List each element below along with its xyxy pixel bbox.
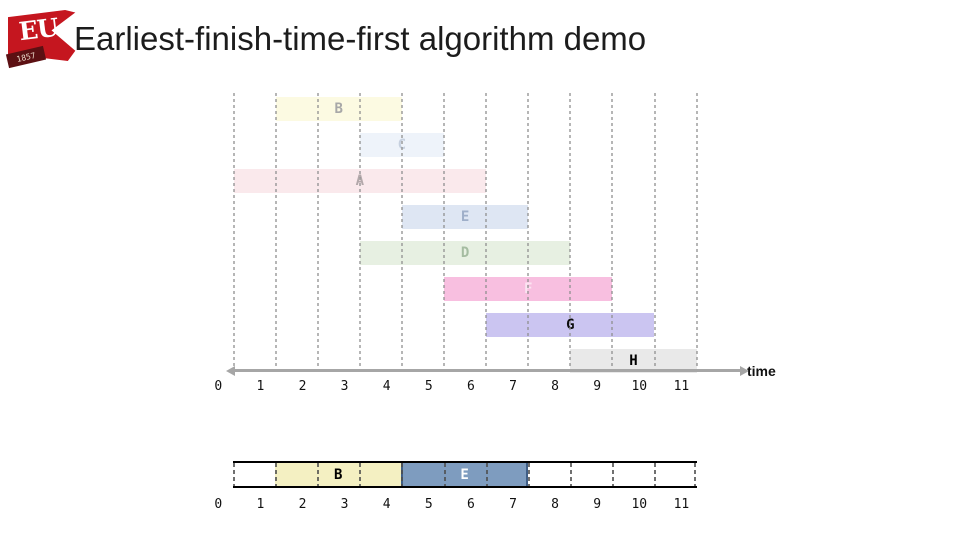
tick-label: 0 [214, 379, 223, 394]
job-bar: E [401, 205, 529, 229]
gridline [443, 93, 445, 371]
gridline [611, 93, 614, 371]
tick-label: 6 [466, 379, 475, 394]
segment-separator [275, 463, 278, 486]
tick-label: 8 [551, 497, 560, 512]
tick-label: 6 [466, 497, 475, 512]
tick-label: 4 [382, 379, 391, 394]
time-axis-label: time [747, 363, 776, 379]
gridline [400, 93, 403, 371]
tick-label: 7 [509, 497, 517, 512]
segment-separator [654, 463, 656, 486]
segment-separator [233, 463, 235, 486]
tick-label: 1 [256, 379, 265, 394]
segment-separator [317, 463, 320, 486]
job-label: E [460, 209, 470, 225]
segment-label: B [334, 466, 343, 483]
tick-label: 11 [673, 497, 690, 512]
job-label: H [629, 353, 638, 369]
segment-separator [694, 463, 697, 486]
tick-label: 10 [631, 379, 648, 394]
tick-label: 9 [593, 379, 602, 394]
tick-label: 8 [551, 379, 560, 394]
segment-separator [485, 463, 488, 486]
job-label: D [460, 245, 470, 261]
eu-logo: EU 1857 [5, 7, 80, 69]
gridline [695, 93, 698, 371]
logo-year: 1857 [15, 50, 37, 64]
logo-text: EU [17, 12, 60, 47]
axis-arrow-right-icon [740, 365, 749, 376]
selection-segment: B [275, 463, 402, 486]
gridline [485, 93, 488, 371]
tick-label: 3 [340, 379, 349, 394]
tick-label: 2 [298, 497, 307, 512]
axis-arrow-left-icon [226, 365, 235, 376]
tick-label: 4 [382, 497, 391, 512]
tick-label: 3 [340, 497, 349, 512]
tick-label: 9 [593, 497, 602, 512]
segment-label: E [460, 466, 469, 483]
tick-label: 10 [631, 497, 648, 512]
gridline [232, 93, 235, 371]
job-bar: B [275, 97, 402, 121]
gridline [569, 93, 572, 371]
selection-segment: E [401, 463, 528, 486]
tick-label: 2 [298, 379, 307, 394]
gridline [527, 93, 530, 371]
tick-label: 5 [424, 497, 433, 512]
segment-separator [401, 463, 404, 486]
gridline [316, 93, 319, 371]
segment-separator [527, 463, 530, 486]
gridline [653, 93, 656, 371]
time-axis-line [233, 369, 741, 372]
gridline [274, 93, 277, 371]
tick-label: 7 [509, 379, 517, 394]
tick-label: 11 [673, 379, 690, 394]
tick-label: 0 [214, 497, 223, 512]
tick-label: 5 [424, 379, 433, 394]
page-title: Earliest-finish-time-first algorithm dem… [74, 20, 647, 57]
job-label: B [334, 101, 343, 117]
job-bar: D [359, 241, 571, 265]
segment-separator [569, 463, 572, 486]
segment-separator [359, 463, 362, 486]
segment-separator [443, 463, 446, 486]
gridline [358, 93, 361, 371]
segment-separator [611, 463, 614, 486]
tick-label: 1 [256, 497, 265, 512]
